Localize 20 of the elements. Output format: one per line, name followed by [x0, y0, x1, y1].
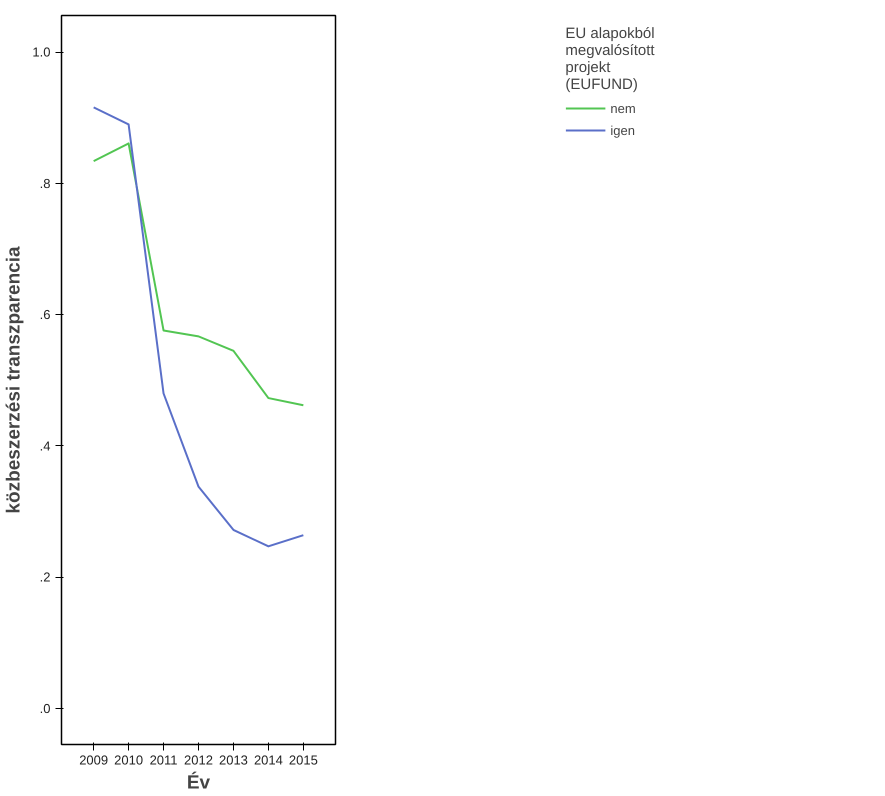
legend-title: EU alapokból megvalósított projekt (EUFUND) [565, 25, 655, 93]
line-series [92, 106, 304, 548]
y-tick-label: 1.0 [32, 44, 51, 60]
y-tick-label: .8 [40, 176, 50, 191]
y-tick-label: .2 [40, 570, 50, 585]
x-tick-label: 2009 [79, 752, 108, 768]
x-tick-label: 2014 [254, 752, 283, 768]
y-tick-label: .0 [40, 700, 50, 716]
x-tick-label: 2012 [184, 752, 213, 768]
y-tick-label: .6 [40, 307, 50, 322]
x-tick-label: 2015 [288, 752, 318, 768]
x-axis-title: Év [186, 772, 211, 794]
x-tick-label: 2011 [150, 752, 178, 768]
x-tick-label: 2013 [218, 752, 248, 768]
x-tick-label: 2010 [114, 752, 144, 768]
y-axis-title: közbeszerzési transzparencia [3, 246, 24, 514]
line-series [92, 142, 304, 406]
legend-label: nem [610, 100, 636, 116]
legend-label: igen [610, 122, 635, 138]
y-tick-label: .4 [40, 438, 50, 454]
